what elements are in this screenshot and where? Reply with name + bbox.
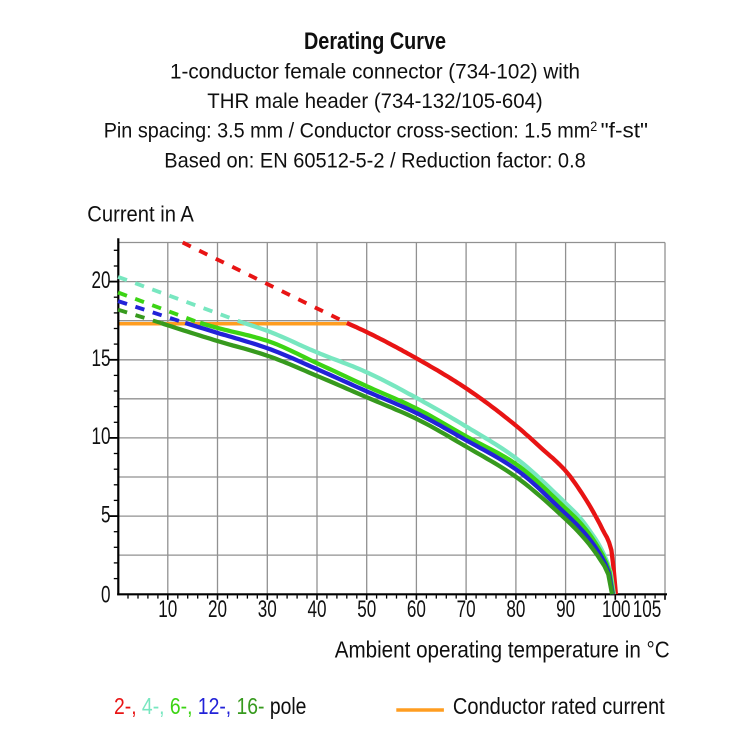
svg-text:​"f-st": ​"f-st" <box>601 120 648 143</box>
svg-text:60: 60 <box>407 596 426 623</box>
svg-text:THR male header (734-132/105-6: THR male header (734-132/105-604) <box>207 90 542 113</box>
svg-text:40: 40 <box>308 596 327 623</box>
svg-text:10: 10 <box>92 423 111 450</box>
svg-text:15: 15 <box>92 345 111 372</box>
svg-text:1-conductor female connector (: 1-conductor female connector (734-102) w… <box>170 61 580 84</box>
svg-text:2: 2 <box>590 119 597 134</box>
svg-text:Conductor rated current: Conductor rated current <box>453 693 665 719</box>
svg-text:30: 30 <box>258 596 277 623</box>
svg-text:5: 5 <box>101 501 111 528</box>
svg-text:0: 0 <box>101 581 111 608</box>
svg-text:70: 70 <box>457 596 476 623</box>
svg-text:Pin spacing: 3.5 mm / Conducto: Pin spacing: 3.5 mm / Conductor cross-se… <box>104 120 591 143</box>
svg-text:Based on: EN 60512-5-2 / Reduc: Based on: EN 60512-5-2 / Reduction facto… <box>164 149 586 172</box>
svg-text:90: 90 <box>556 596 575 623</box>
svg-text:Current in A: Current in A <box>87 202 194 227</box>
svg-text:20: 20 <box>208 596 227 623</box>
svg-text:100: 100 <box>602 596 631 623</box>
svg-text:20: 20 <box>92 267 111 294</box>
svg-text:105: 105 <box>633 596 662 623</box>
svg-text:Derating Curve: Derating Curve <box>304 28 446 55</box>
svg-text:2-, 4-, 6-, 12-, 16- pole: 2-, 4-, 6-, 12-, 16- pole <box>114 693 306 719</box>
svg-text:Ambient operating temperature: Ambient operating temperature in °C <box>335 637 670 663</box>
svg-text:50: 50 <box>357 596 376 623</box>
svg-text:10: 10 <box>158 596 177 623</box>
svg-text:80: 80 <box>506 596 525 623</box>
